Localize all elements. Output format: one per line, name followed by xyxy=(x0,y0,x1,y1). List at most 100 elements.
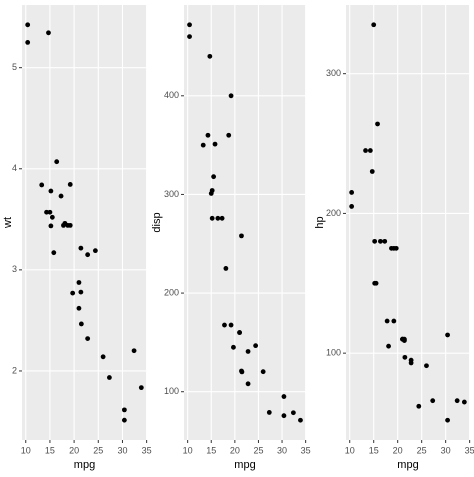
point xyxy=(369,169,375,174)
point xyxy=(48,188,54,194)
point xyxy=(92,248,98,254)
x-tick-label: 25 xyxy=(417,445,427,455)
point xyxy=(121,417,127,423)
point xyxy=(281,413,287,419)
point xyxy=(39,182,45,188)
point xyxy=(187,22,192,28)
point xyxy=(215,215,221,221)
panel-background xyxy=(184,5,306,440)
point xyxy=(378,238,383,244)
point xyxy=(349,190,355,195)
point xyxy=(454,398,460,404)
point xyxy=(375,121,380,127)
point xyxy=(200,142,206,148)
point xyxy=(290,410,296,416)
point xyxy=(100,354,106,360)
point xyxy=(76,305,82,311)
point xyxy=(61,222,66,228)
point xyxy=(461,399,467,405)
point xyxy=(85,252,91,258)
x-tick-label: 30 xyxy=(117,445,127,455)
x-axis-title: mpg xyxy=(397,459,418,471)
point xyxy=(226,132,232,138)
point xyxy=(67,182,73,187)
panel-background xyxy=(22,5,147,440)
point xyxy=(121,407,127,413)
point xyxy=(408,357,414,363)
y-tick-label: 400 xyxy=(164,90,179,100)
point xyxy=(51,250,57,256)
point xyxy=(25,40,31,45)
y-tick-label: 3 xyxy=(12,264,17,274)
x-tick-label: 35 xyxy=(142,445,152,455)
y-tick-label: 300 xyxy=(326,68,341,78)
point xyxy=(78,245,84,251)
point xyxy=(384,318,390,324)
point xyxy=(228,322,234,328)
x-axis-title: mpg xyxy=(74,459,95,471)
point xyxy=(212,141,218,147)
point xyxy=(239,368,244,374)
point xyxy=(372,238,378,244)
point xyxy=(430,398,436,404)
y-tick-label: 2 xyxy=(12,365,17,375)
point xyxy=(219,215,225,221)
y-tick-label: 300 xyxy=(164,189,179,199)
x-tick-label: 30 xyxy=(441,445,451,455)
point xyxy=(76,280,82,285)
point xyxy=(107,375,112,380)
x-tick-label: 25 xyxy=(93,445,103,455)
point xyxy=(187,34,192,40)
y-axis-title: hp xyxy=(314,216,326,228)
x-tick-label: 20 xyxy=(393,445,403,455)
point xyxy=(266,410,272,415)
point xyxy=(402,354,408,360)
point xyxy=(208,191,214,196)
x-axis-title: mpg xyxy=(234,459,255,471)
point xyxy=(223,266,229,271)
x-tick-label: 15 xyxy=(45,445,55,455)
point xyxy=(25,22,31,28)
point xyxy=(371,22,377,28)
point xyxy=(228,93,234,99)
point xyxy=(445,332,450,338)
point xyxy=(205,132,211,138)
point xyxy=(253,343,259,349)
x-tick-label: 30 xyxy=(277,445,287,455)
point xyxy=(131,348,137,354)
panel-background xyxy=(346,5,470,440)
point xyxy=(416,403,422,409)
point xyxy=(231,344,236,350)
y-axis-title: wt xyxy=(2,217,14,229)
point xyxy=(49,214,55,220)
y-tick-label: 100 xyxy=(326,348,341,358)
panel: 2 3 4 5 10 15 20 25 30 35 mpg wt xyxy=(2,5,152,471)
point xyxy=(207,53,213,59)
x-tick-label: 35 xyxy=(301,445,311,455)
x-tick-label: 20 xyxy=(230,445,240,455)
point xyxy=(245,349,251,354)
point xyxy=(78,289,84,295)
panel: 100 200 300 400 10 15 20 25 30 35 mpg disp xyxy=(151,5,311,471)
point xyxy=(222,322,227,328)
point xyxy=(372,280,378,286)
x-tick-label: 10 xyxy=(345,445,355,455)
point xyxy=(402,338,407,343)
point xyxy=(393,245,399,251)
panel: 100 200 300 10 15 20 25 30 35 mpg hp xyxy=(314,5,474,471)
point xyxy=(58,193,64,199)
point xyxy=(424,363,429,369)
point xyxy=(44,209,49,215)
point xyxy=(70,290,76,296)
point xyxy=(211,174,217,180)
y-tick-label: 200 xyxy=(326,208,341,218)
point xyxy=(363,148,368,153)
point xyxy=(67,222,73,228)
point xyxy=(445,417,450,423)
point xyxy=(349,204,355,209)
y-tick-label: 100 xyxy=(164,386,179,396)
point xyxy=(382,238,388,244)
point xyxy=(237,330,242,335)
point xyxy=(245,381,251,387)
